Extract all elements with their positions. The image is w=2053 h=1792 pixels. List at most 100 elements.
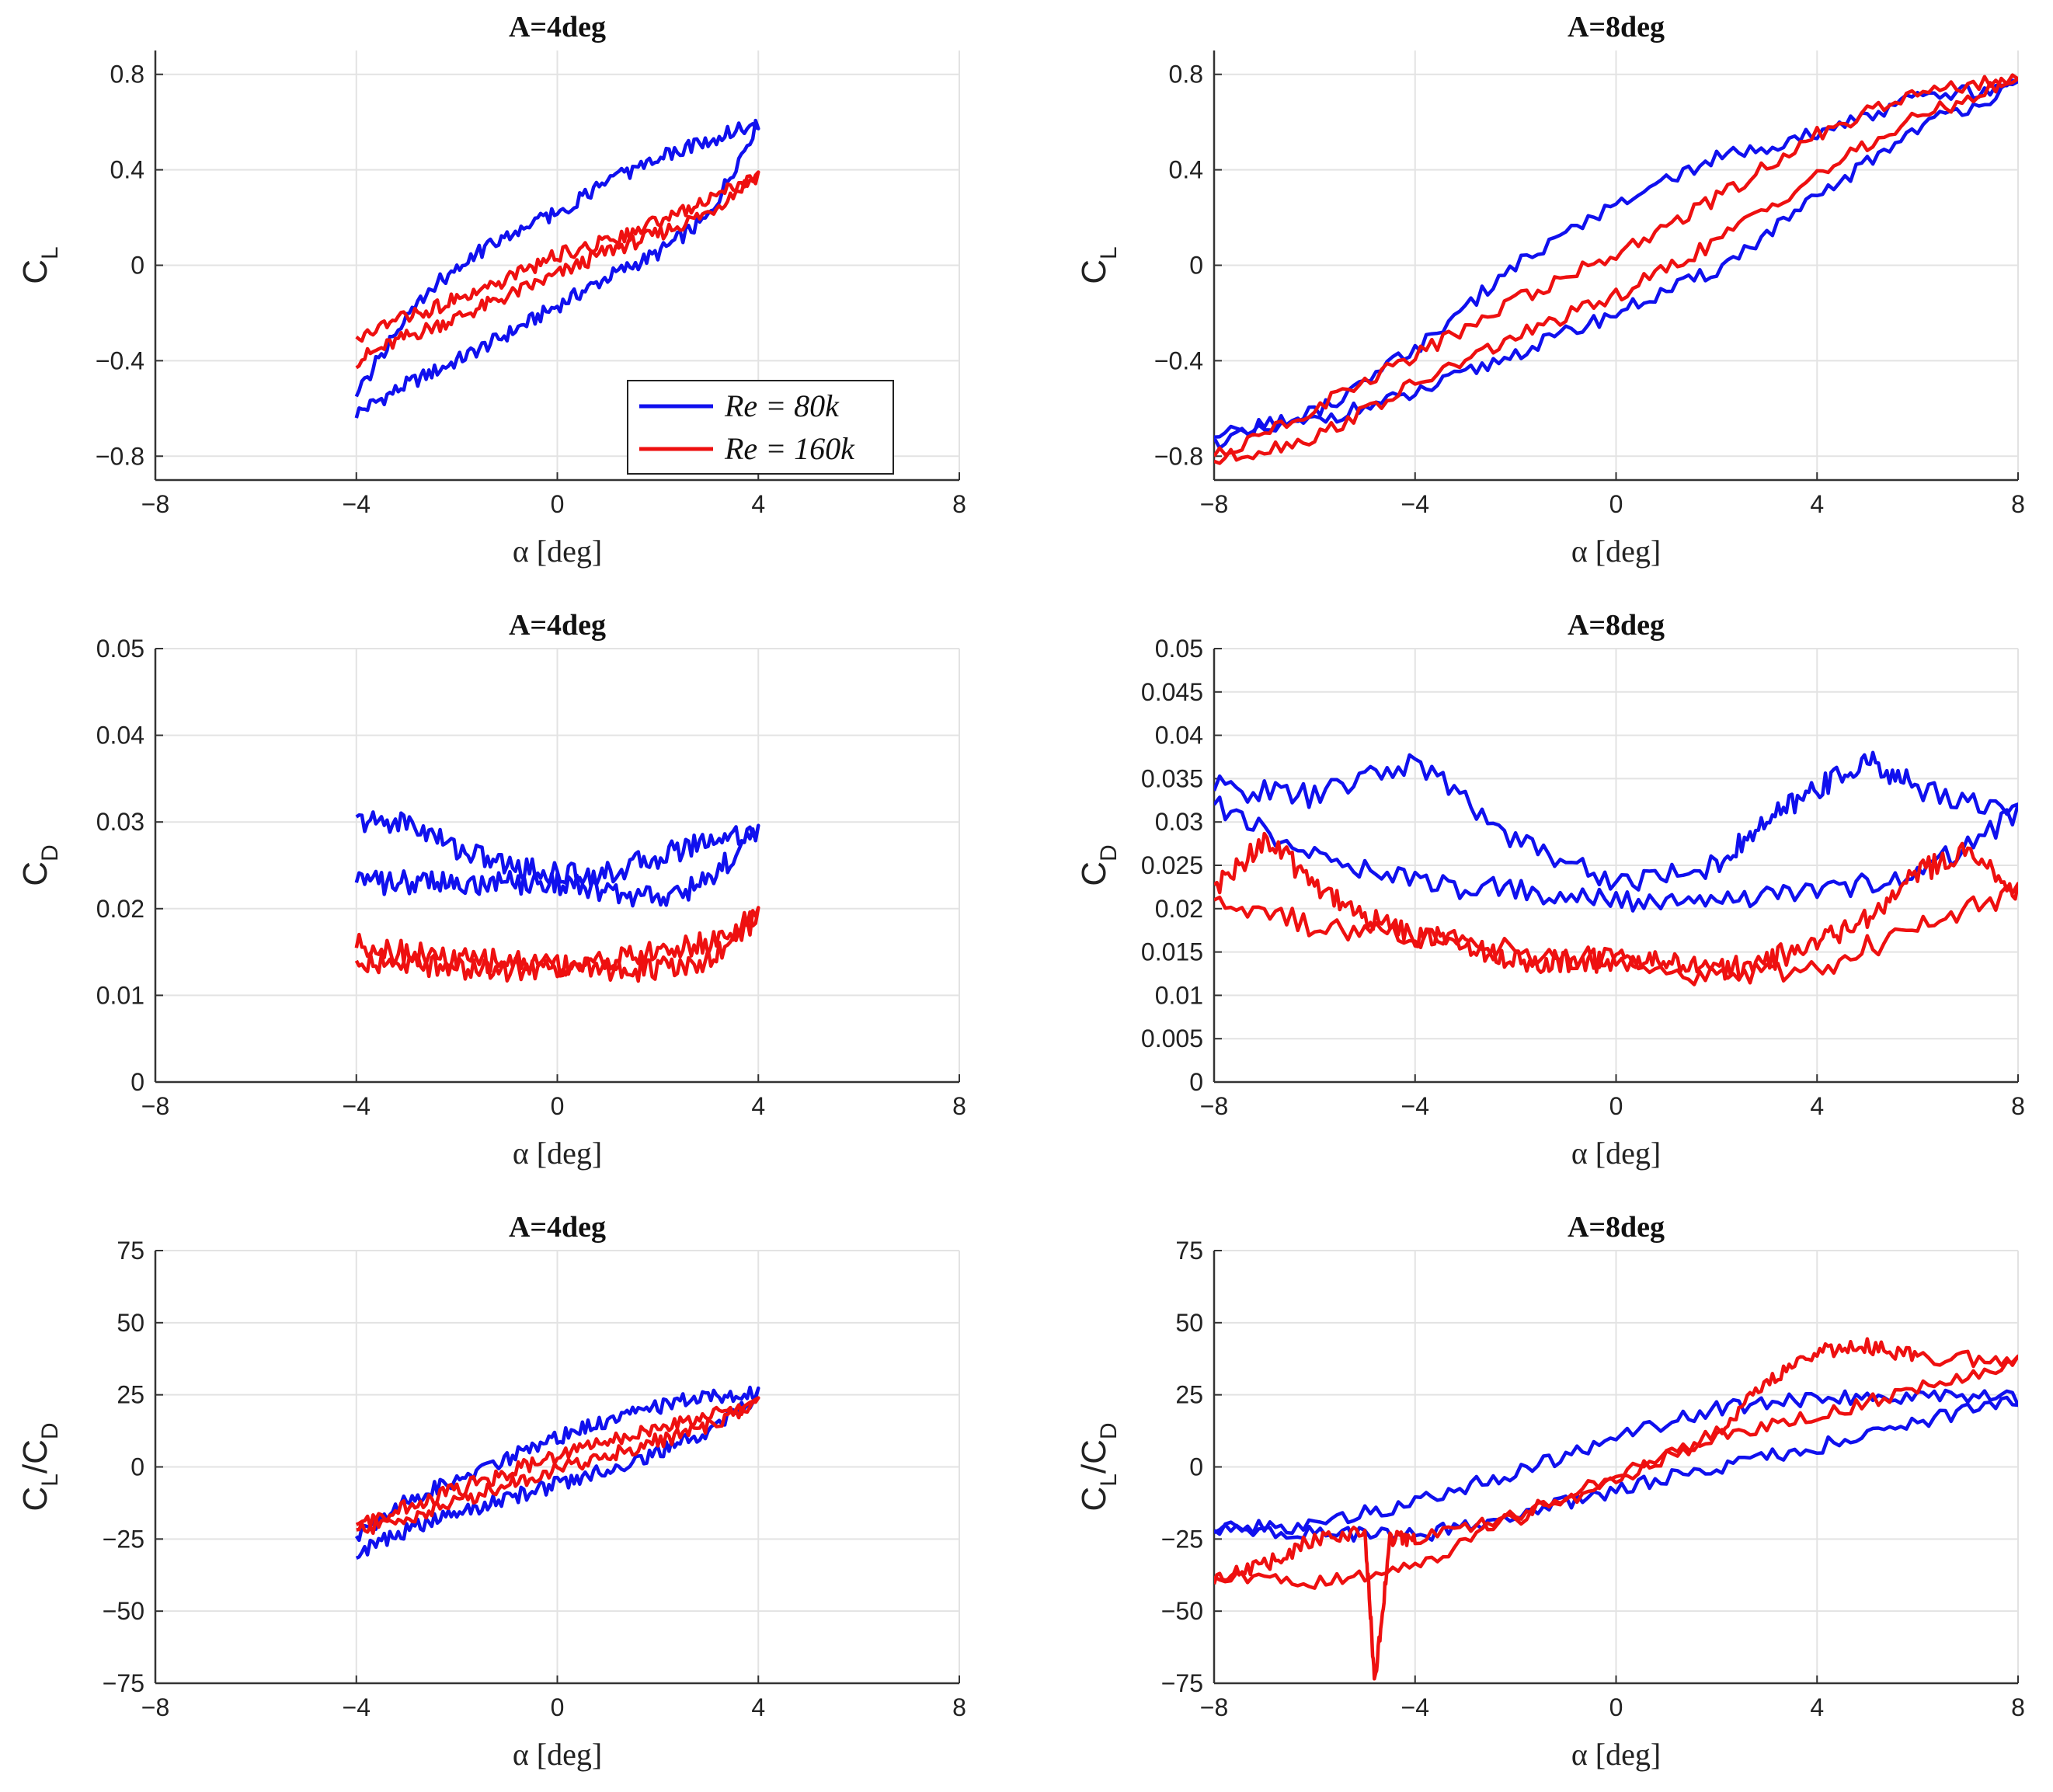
y-tick-label: 50 [1175, 1309, 1203, 1337]
y-tick-label: 0.05 [96, 635, 144, 663]
y-tick-label: 0.04 [1155, 722, 1203, 750]
series-line-re-160k [354, 906, 760, 983]
x-tick-label: −4 [1401, 490, 1429, 518]
y-tick-label: 0 [1189, 1453, 1203, 1481]
y-tick-label: 0.8 [110, 61, 144, 89]
x-tick-label: 4 [1810, 490, 1824, 518]
x-tick-label: −8 [1200, 1693, 1228, 1721]
chart-panel-2: −8 −4 0 4 8 −0.8 −0.4 0 0.4 0.8 A=8deg α [deg] CL [1075, 11, 2025, 569]
series-line-re-80k [1214, 750, 2018, 913]
chart-title: A=8deg [1568, 11, 1665, 43]
series-line-re-160k [1214, 73, 2018, 465]
series-line-re-160k [1214, 831, 2018, 986]
chart-title: A=8deg [1568, 1211, 1665, 1244]
series-line-re-160k [355, 1396, 760, 1536]
y-tick-label: 0 [130, 252, 144, 280]
series-line-re-160k [1214, 1337, 2018, 1681]
y-tick-label: −25 [1161, 1525, 1203, 1553]
x-tick-label: −4 [343, 1693, 371, 1721]
x-tick-label: −4 [343, 1092, 371, 1120]
y-tick-label: 0.02 [96, 895, 144, 923]
y-tick-label: 0.05 [1155, 635, 1203, 663]
y-tick-label: 0.04 [96, 722, 144, 750]
x-tick-label: −8 [141, 490, 169, 518]
legend: Re = 80k Re = 160k [627, 380, 894, 475]
y-tick-label: 0.045 [1141, 678, 1203, 706]
y-tick-label: −25 [103, 1525, 144, 1553]
x-tick-label: 0 [1609, 1693, 1623, 1721]
x-tick-label: 4 [1810, 1092, 1824, 1120]
x-tick-label: 4 [751, 490, 765, 518]
x-axis-label: α [deg] [513, 534, 602, 569]
y-tick-label: 0.005 [1141, 1025, 1203, 1053]
series-line-re-80k [1214, 78, 2018, 451]
y-tick-label: 0 [130, 1453, 144, 1481]
chart-title: A=4deg [509, 1211, 606, 1244]
y-axis-label: CL [16, 246, 63, 284]
x-tick-label: 8 [952, 490, 966, 518]
y-tick-label: 0.03 [1155, 808, 1203, 836]
y-tick-label: 50 [117, 1309, 144, 1337]
x-tick-label: 4 [1810, 1693, 1824, 1721]
x-tick-label: 8 [952, 1092, 966, 1120]
y-tick-label: 25 [117, 1381, 144, 1409]
x-axis-label: α [deg] [513, 1737, 602, 1772]
x-tick-label: 0 [551, 1092, 565, 1120]
y-tick-label: 0.02 [1155, 895, 1203, 923]
x-tick-label: −8 [1200, 1092, 1228, 1120]
y-tick-label: 0.03 [96, 808, 144, 836]
chart-panel-1: −8 −4 0 4 8 −0.8 −0.4 0 0.4 0.8 A=4deg α [deg] CL Re … [16, 11, 966, 569]
y-tick-label: −50 [1161, 1597, 1203, 1625]
y-tick-label: 0 [1189, 252, 1203, 280]
y-tick-label: −50 [103, 1597, 144, 1625]
x-tick-label: −8 [141, 1092, 169, 1120]
chart-panel-6: −8 −4 0 4 8 −75 −50 −25 0 25 50 75 A=8deg α [deg] CL/C… [1075, 1211, 2025, 1772]
y-tick-label: 0.4 [110, 156, 144, 184]
y-tick-label: 75 [1175, 1237, 1203, 1265]
x-tick-label: −4 [1401, 1092, 1429, 1120]
y-tick-label: 0.4 [1169, 156, 1203, 184]
x-tick-label: −8 [141, 1693, 169, 1721]
x-tick-label: 8 [2011, 490, 2025, 518]
x-tick-label: 8 [2011, 1092, 2025, 1120]
y-tick-label: −0.4 [96, 346, 144, 374]
series-line-re-80k [354, 1385, 760, 1560]
x-tick-label: 4 [751, 1092, 765, 1120]
x-tick-label: 8 [2011, 1693, 2025, 1721]
x-tick-label: 4 [751, 1693, 765, 1721]
y-tick-label: −0.4 [1154, 346, 1203, 374]
y-tick-label: 0.015 [1141, 938, 1203, 966]
x-tick-label: 0 [1609, 490, 1623, 518]
y-tick-label: 0 [130, 1068, 144, 1096]
x-axis-label: α [deg] [1571, 534, 1661, 569]
chart-panel-5: −8 −4 0 4 8 −75 −50 −25 0 25 50 75 A=4deg α [deg] CL/C… [16, 1211, 966, 1772]
y-tick-label: 0.8 [1169, 61, 1203, 89]
y-axis-label: CL/CD [1075, 1422, 1122, 1511]
legend-box [627, 380, 894, 475]
y-tick-label: −0.8 [96, 442, 144, 470]
y-tick-label: 0.01 [1155, 981, 1203, 1009]
chart-panel-3: −8 −4 0 4 8 0 0.01 0.02 0.03 0.04 0.05 A=4deg α [deg… [16, 609, 966, 1171]
y-tick-label: −75 [1161, 1669, 1203, 1697]
x-axis-label: α [deg] [1571, 1737, 1661, 1772]
y-axis-label: CD [16, 844, 63, 886]
x-tick-label: −8 [1200, 490, 1228, 518]
chart-panel-4: −8 −4 0 4 8 0 0.005 0.01 0.015 0.02 0.025 0.03 0.035… [1075, 609, 2025, 1171]
y-tick-label: −75 [103, 1669, 144, 1697]
y-tick-label: 0.035 [1141, 764, 1203, 792]
x-axis-label: α [deg] [513, 1136, 602, 1171]
x-tick-label: 0 [551, 1693, 565, 1721]
series-line-re-80k [354, 118, 760, 419]
series-line-re-80k [354, 810, 760, 908]
chart-title: A=4deg [509, 11, 606, 43]
chart-title: A=4deg [509, 609, 606, 642]
x-axis-label: α [deg] [1571, 1136, 1661, 1171]
series-line-re-160k [355, 170, 760, 370]
y-axis-label: CD [1075, 844, 1122, 886]
y-tick-label: 25 [1175, 1381, 1203, 1409]
x-tick-label: −4 [343, 490, 371, 518]
x-tick-label: 0 [1609, 1092, 1623, 1120]
y-axis-label: CL/CD [16, 1422, 63, 1511]
x-tick-label: 8 [952, 1693, 966, 1721]
